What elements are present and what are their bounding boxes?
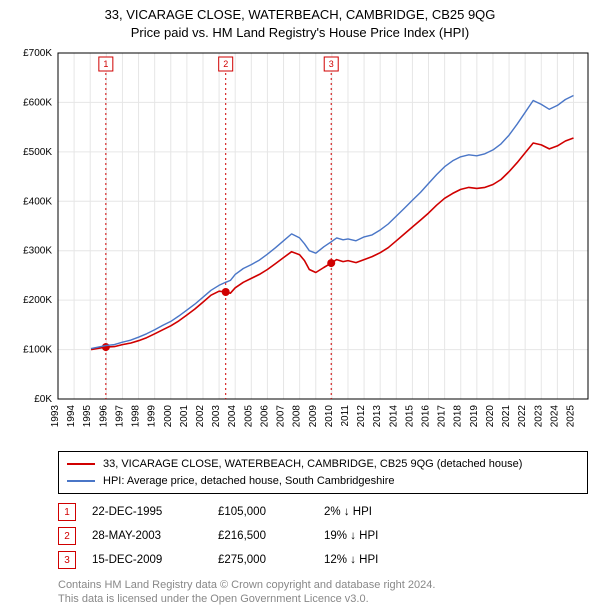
svg-text:1: 1 xyxy=(103,59,108,69)
svg-text:2021: 2021 xyxy=(501,405,512,428)
event-delta: 2% ↓ HPI xyxy=(324,506,372,518)
legend: 33, VICARAGE CLOSE, WATERBEACH, CAMBRIDG… xyxy=(58,451,588,494)
svg-text:2013: 2013 xyxy=(372,405,383,428)
svg-text:1996: 1996 xyxy=(98,405,109,428)
svg-text:2019: 2019 xyxy=(469,405,480,428)
sale-events-table: 1 22-DEC-1995 £105,000 2% ↓ HPI 2 28-MAY-2003… xyxy=(58,500,588,572)
svg-text:1998: 1998 xyxy=(131,405,142,428)
svg-text:2014: 2014 xyxy=(388,405,399,428)
svg-text:2008: 2008 xyxy=(292,405,303,428)
svg-text:2012: 2012 xyxy=(356,405,367,428)
svg-text:2010: 2010 xyxy=(324,405,335,428)
svg-text:£400K: £400K xyxy=(23,196,52,207)
svg-text:1997: 1997 xyxy=(114,405,125,428)
svg-text:2023: 2023 xyxy=(533,405,544,428)
legend-label: 33, VICARAGE CLOSE, WATERBEACH, CAMBRIDG… xyxy=(103,456,522,473)
svg-text:£600K: £600K xyxy=(23,98,52,109)
event-badge: 1 xyxy=(58,503,76,521)
event-badge: 3 xyxy=(58,551,76,569)
svg-text:£300K: £300K xyxy=(23,246,52,257)
legend-swatch xyxy=(67,480,95,482)
svg-text:2001: 2001 xyxy=(179,405,190,428)
svg-text:2002: 2002 xyxy=(195,405,206,428)
svg-text:2025: 2025 xyxy=(566,405,577,428)
footer-line-2: This data is licensed under the Open Gov… xyxy=(58,592,588,606)
event-date: 28-MAY-2003 xyxy=(92,530,202,542)
svg-text:£0K: £0K xyxy=(34,394,52,405)
svg-text:2024: 2024 xyxy=(549,405,560,428)
svg-text:1993: 1993 xyxy=(50,405,61,428)
svg-text:1995: 1995 xyxy=(82,405,93,428)
event-badge: 2 xyxy=(58,527,76,545)
svg-text:2022: 2022 xyxy=(517,405,528,428)
svg-text:£700K: £700K xyxy=(23,48,52,59)
event-price: £216,500 xyxy=(218,530,308,542)
chart-svg: £0K £100K £200K £300K £400K £500K £600K £700K 19… xyxy=(8,43,592,443)
svg-text:2017: 2017 xyxy=(437,405,448,428)
event-date: 15-DEC-2009 xyxy=(92,554,202,566)
svg-text:1999: 1999 xyxy=(147,405,158,428)
svg-text:2006: 2006 xyxy=(259,405,270,428)
title: 33, VICARAGE CLOSE, WATERBEACH, CAMBRIDG… xyxy=(8,6,592,41)
svg-text:2000: 2000 xyxy=(163,405,174,428)
svg-text:£100K: £100K xyxy=(23,345,52,356)
svg-text:2: 2 xyxy=(223,59,228,69)
svg-text:2016: 2016 xyxy=(421,405,432,428)
footer-line-1: Contains HM Land Registry data © Crown c… xyxy=(58,578,588,592)
svg-text:2011: 2011 xyxy=(340,405,351,427)
legend-label: HPI: Average price, detached house, Sout… xyxy=(103,473,394,490)
event-price: £275,000 xyxy=(218,554,308,566)
title-line-2: Price paid vs. HM Land Registry's House … xyxy=(8,24,592,42)
footer: Contains HM Land Registry data © Crown c… xyxy=(58,578,588,607)
title-line-1: 33, VICARAGE CLOSE, WATERBEACH, CAMBRIDG… xyxy=(8,6,592,24)
svg-text:2009: 2009 xyxy=(308,405,319,428)
event-row: 3 15-DEC-2009 £275,000 12% ↓ HPI xyxy=(58,548,588,572)
event-row: 1 22-DEC-1995 £105,000 2% ↓ HPI xyxy=(58,500,588,524)
legend-swatch xyxy=(67,463,95,465)
svg-text:£200K: £200K xyxy=(23,295,52,306)
svg-text:2015: 2015 xyxy=(404,405,415,428)
svg-text:£500K: £500K xyxy=(23,147,52,158)
svg-text:3: 3 xyxy=(329,59,334,69)
svg-text:2005: 2005 xyxy=(243,405,254,428)
price-chart: £0K £100K £200K £300K £400K £500K £600K £700K 19… xyxy=(8,43,592,443)
svg-text:2003: 2003 xyxy=(211,405,222,428)
event-price: £105,000 xyxy=(218,506,308,518)
svg-text:2018: 2018 xyxy=(453,405,464,428)
event-row: 2 28-MAY-2003 £216,500 19% ↓ HPI xyxy=(58,524,588,548)
event-delta: 19% ↓ HPI xyxy=(324,530,378,542)
svg-text:2007: 2007 xyxy=(276,405,287,428)
event-delta: 12% ↓ HPI xyxy=(324,554,378,566)
legend-row: 33, VICARAGE CLOSE, WATERBEACH, CAMBRIDG… xyxy=(67,456,579,473)
svg-text:2004: 2004 xyxy=(227,405,238,428)
event-date: 22-DEC-1995 xyxy=(92,506,202,518)
svg-text:1994: 1994 xyxy=(66,405,77,428)
svg-text:2020: 2020 xyxy=(485,405,496,428)
legend-row: HPI: Average price, detached house, Sout… xyxy=(67,473,579,490)
